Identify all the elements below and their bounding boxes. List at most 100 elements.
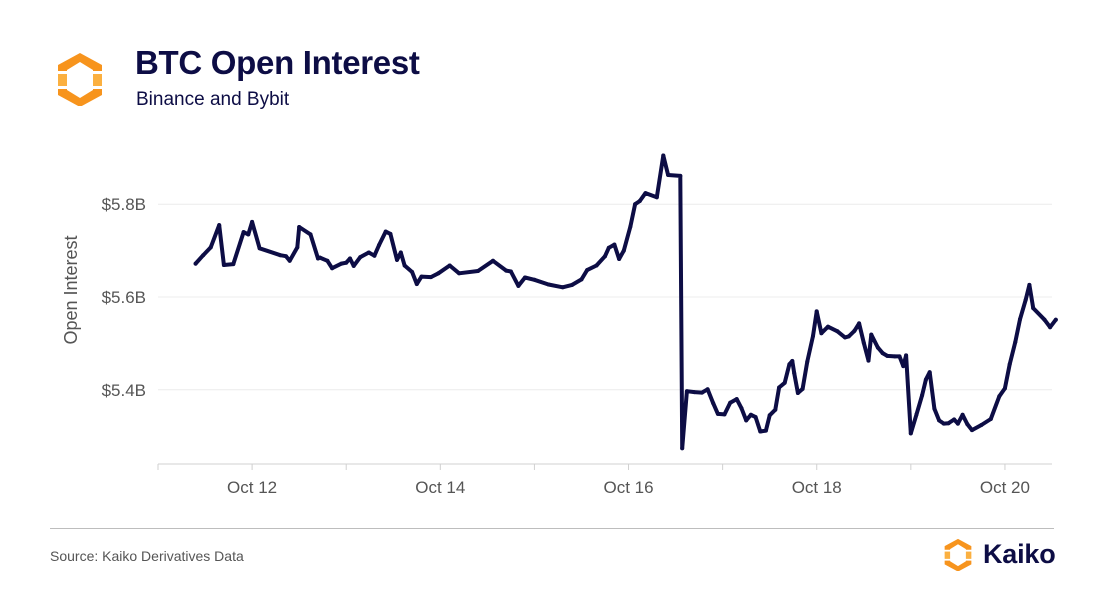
- data-point: [1002, 386, 1007, 391]
- data-point: [193, 261, 198, 266]
- data-point: [428, 275, 433, 280]
- data-point: [348, 256, 352, 261]
- brand-logo: Kaiko: [941, 536, 1056, 572]
- data-point: [297, 225, 302, 229]
- data-point: [997, 394, 1002, 399]
- data-point: [805, 359, 810, 364]
- data-point: [351, 263, 356, 268]
- data-point: [792, 371, 797, 376]
- data-point: [826, 324, 830, 329]
- data-point: [705, 387, 710, 392]
- data-point: [246, 232, 251, 237]
- data-point: [722, 412, 727, 417]
- logo-right-shape: [93, 74, 102, 86]
- data-point: [344, 260, 349, 265]
- data-point: [476, 269, 480, 273]
- data-point: [753, 415, 758, 420]
- data-point: [758, 429, 763, 434]
- data-point: [763, 428, 768, 433]
- data-point: [308, 232, 313, 237]
- data-point: [904, 353, 909, 358]
- data-point: [715, 411, 720, 416]
- data-point: [546, 282, 551, 287]
- data-point: [633, 202, 638, 207]
- data-point: [402, 263, 407, 268]
- data-point: [739, 406, 744, 411]
- data-point: [398, 250, 403, 255]
- y-axis-title: Open Interest: [61, 235, 81, 344]
- y-tick-label: $5.6B: [102, 288, 146, 307]
- data-point: [767, 413, 772, 418]
- data-point: [875, 345, 880, 350]
- data-point: [923, 377, 928, 382]
- data-point: [795, 391, 800, 395]
- data-point: [819, 331, 824, 336]
- data-point: [654, 195, 659, 200]
- data-point: [606, 245, 611, 250]
- data-point: [814, 309, 819, 314]
- data-point: [414, 282, 419, 286]
- data-point: [284, 254, 288, 259]
- data-point: [612, 242, 617, 247]
- data-point: [231, 262, 236, 267]
- y-axis-ticks: $5.4B $5.6B $5.8B: [102, 195, 146, 400]
- x-axis-ticks: Oct 12 Oct 14 Oct 16 Oct 18 Oct 20: [157, 464, 1030, 497]
- data-point: [728, 400, 733, 405]
- data-point: [897, 354, 902, 359]
- data-point: [914, 412, 919, 417]
- data-point: [901, 364, 906, 369]
- data-point: [372, 253, 377, 258]
- data-point: [866, 358, 871, 363]
- source-note: Source: Kaiko Derivatives Data: [50, 548, 244, 564]
- data-point: [678, 173, 683, 178]
- data-point: [692, 390, 697, 395]
- chart-subtitle: Binance and Bybit: [136, 89, 290, 110]
- data-point: [1053, 317, 1058, 322]
- data-point: [811, 334, 815, 338]
- data-point: [447, 263, 452, 268]
- data-point: [835, 329, 840, 334]
- data-point: [782, 380, 787, 385]
- x-tick-label: Oct 20: [980, 478, 1030, 497]
- data-point: [777, 385, 782, 390]
- data-point: [852, 328, 857, 333]
- data-point: [388, 231, 393, 236]
- data-point: [955, 421, 960, 426]
- data-point: [358, 255, 363, 260]
- data-point: [979, 423, 984, 427]
- data-point: [504, 268, 509, 273]
- data-point: [1048, 325, 1053, 330]
- data-point: [628, 224, 633, 229]
- data-point: [1027, 282, 1032, 287]
- data-point: [617, 257, 622, 261]
- data-point: [892, 354, 897, 359]
- data-point: [278, 253, 283, 258]
- logo-bottom-shape: [58, 89, 102, 106]
- data-point: [699, 390, 704, 395]
- data-point: [366, 250, 371, 255]
- data-point: [523, 275, 527, 280]
- data-point: [241, 230, 246, 235]
- data-point: [748, 412, 753, 417]
- data-point: [208, 245, 213, 250]
- data-point: [880, 351, 885, 356]
- logo-top-shape: [58, 53, 102, 71]
- data-point: [711, 401, 716, 406]
- data-point: [843, 335, 847, 340]
- data-point: [970, 428, 974, 433]
- kaiko-small-logo-icon: [944, 538, 972, 571]
- data-point: [339, 261, 344, 266]
- data-point: [734, 397, 739, 402]
- data-point: [941, 421, 946, 426]
- data-point: [965, 422, 970, 427]
- data-point: [869, 332, 874, 337]
- data-points: [193, 153, 1058, 451]
- y-tick-label: $5.4B: [102, 381, 146, 400]
- data-point: [585, 268, 590, 273]
- data-point: [257, 246, 262, 251]
- data-point: [1023, 297, 1028, 302]
- data-point: [532, 277, 537, 282]
- gridlines: [158, 203, 1052, 391]
- line-chart: Oct 12 Oct 14 Oct 16 Oct 18 Oct 20 $5.4B $5.6…: [61, 153, 1058, 497]
- data-point: [680, 446, 685, 451]
